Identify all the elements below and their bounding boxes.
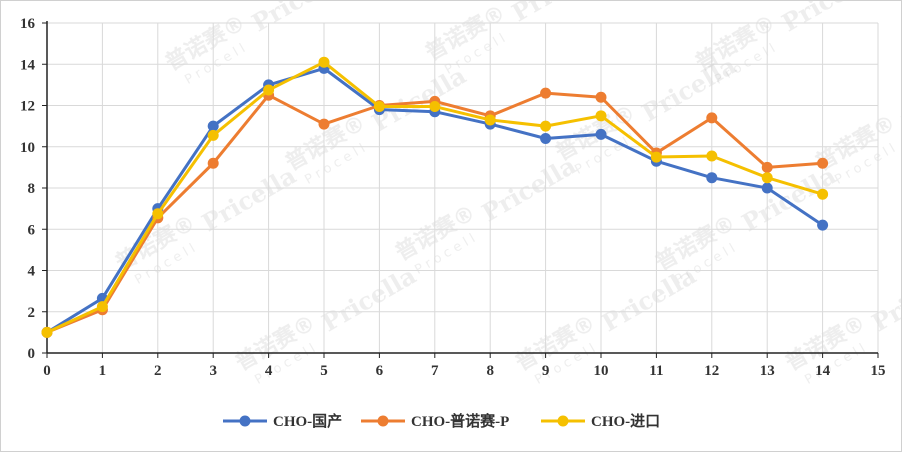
data-point [540, 120, 552, 132]
x-tick-label: 6 [376, 363, 384, 379]
x-tick-label: 7 [431, 363, 439, 379]
watermark-brand: Pricella [897, 60, 901, 137]
legend-item: CHO-普诺赛-P [361, 412, 509, 430]
legend-label: CHO-国产 [273, 412, 342, 430]
data-point [761, 161, 773, 173]
legend-label: CHO-普诺赛-P [411, 412, 509, 430]
x-tick-label: 9 [542, 363, 550, 379]
x-tick-label: 1 [99, 363, 107, 379]
data-point [817, 188, 829, 200]
watermark-brand: Pricella [477, 150, 581, 227]
y-tick-label: 8 [28, 181, 36, 197]
y-tick-label: 16 [20, 16, 36, 32]
data-point [706, 172, 718, 184]
data-point [318, 118, 330, 130]
y-tick-label: 14 [20, 57, 36, 73]
series-layer [41, 56, 829, 338]
series-3 [41, 56, 829, 338]
data-point [595, 91, 607, 103]
data-point [540, 133, 552, 144]
y-tick-label: 12 [20, 99, 35, 115]
legend-item: CHO-国产 [223, 412, 342, 430]
x-tick-label: 15 [871, 363, 886, 379]
watermark-brand: Pricella [197, 160, 301, 237]
x-tick-label: 0 [43, 363, 51, 379]
y-tick-label: 10 [20, 140, 35, 156]
watermark-brand: Pricella [597, 260, 701, 337]
data-point [817, 219, 829, 231]
data-point [429, 101, 441, 113]
x-tick-label: 8 [486, 363, 494, 379]
legend-swatch-marker [377, 415, 389, 427]
y-tick-label: 6 [28, 222, 36, 238]
x-tick-label: 12 [704, 363, 719, 379]
data-point [373, 101, 385, 113]
data-point [484, 114, 496, 126]
data-point [41, 326, 53, 338]
data-point [207, 129, 219, 141]
x-tick-label: 5 [320, 363, 328, 379]
watermark-brand: Pricella [317, 260, 421, 337]
data-point [207, 120, 219, 132]
data-point [761, 172, 773, 184]
legend-swatch-marker [239, 415, 251, 427]
data-point [263, 84, 275, 96]
legend-item: CHO-进口 [541, 413, 660, 430]
data-point [706, 112, 718, 124]
watermark-brand: Pricella [867, 260, 901, 337]
data-point [318, 56, 330, 68]
data-point [650, 151, 662, 163]
watermark-brand: Pricella [367, 60, 471, 137]
data-point [817, 157, 829, 169]
x-tick-label: 14 [815, 363, 831, 379]
x-tick-label: 4 [265, 363, 273, 379]
watermark-brand: Pricella [777, 1, 881, 37]
y-tick-label: 0 [28, 346, 36, 362]
y-tick-label: 4 [28, 264, 36, 280]
x-tick-label: 11 [649, 363, 663, 379]
x-tick-label: 10 [594, 363, 609, 379]
data-point [152, 208, 164, 220]
data-point [595, 110, 607, 122]
legend: CHO-国产 CHO-普诺赛-P CHO-进口 [223, 412, 660, 430]
data-point [96, 301, 108, 313]
data-point [706, 150, 718, 162]
watermark-brand: Pricella [637, 50, 741, 127]
data-point [595, 128, 607, 140]
grid-layer [47, 22, 879, 353]
x-tick-label: 3 [209, 363, 217, 379]
y-tick-label: 2 [28, 305, 36, 321]
data-point [540, 87, 552, 99]
x-tick-label: 13 [760, 363, 775, 379]
watermark-brand: Pricella [247, 1, 351, 37]
data-point [761, 182, 773, 194]
legend-swatch-marker [557, 415, 569, 427]
watermark-layer: 普诺赛®ProcellPricella普诺赛®ProcellPricella普诺… [111, 1, 901, 388]
data-point [207, 157, 219, 169]
x-tick-label: 2 [154, 363, 162, 379]
legend-label: CHO-进口 [591, 413, 660, 430]
